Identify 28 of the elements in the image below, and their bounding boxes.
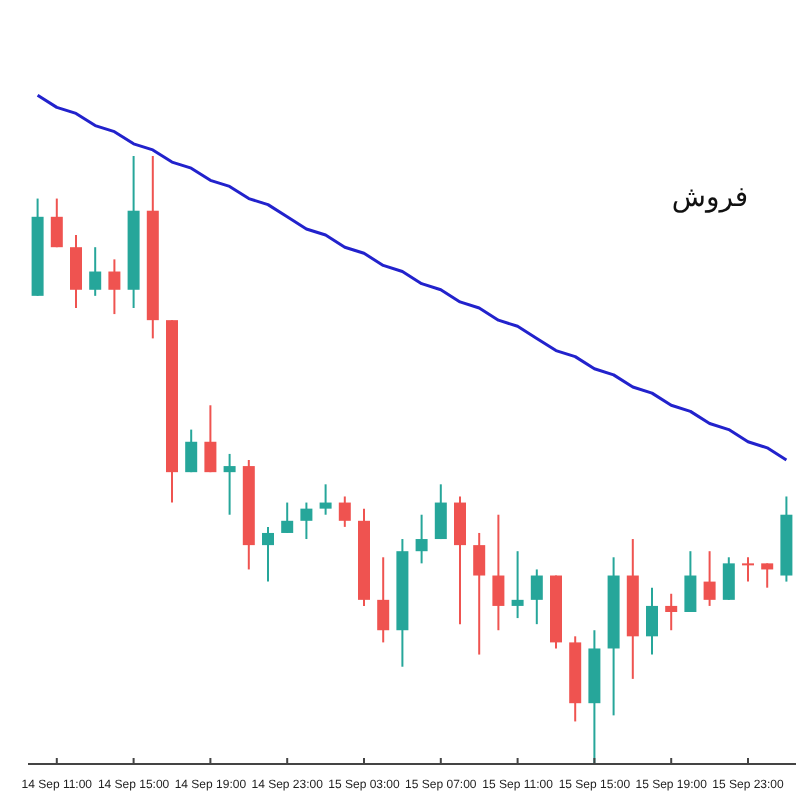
candlestick (108, 258, 121, 316)
candlestick (89, 246, 102, 297)
annotation: فروش (671, 180, 749, 214)
candlestick (70, 234, 82, 309)
candlestick (319, 483, 332, 516)
candlestick (415, 513, 428, 565)
candlestick (473, 531, 486, 656)
candlestick (223, 452, 236, 516)
candlestick (646, 586, 658, 656)
candlestick (204, 404, 217, 474)
candlestick (511, 550, 524, 620)
candlestick (434, 483, 447, 541)
candlestick (530, 568, 543, 626)
candlestick (761, 562, 774, 589)
candlestick (50, 197, 63, 249)
candlestick (338, 495, 351, 528)
candlestick (665, 592, 678, 632)
candlestick (185, 428, 198, 474)
candlestick (262, 525, 274, 583)
candlestick (742, 556, 754, 583)
candlestick (377, 556, 390, 644)
candlestick (492, 513, 505, 632)
candlestick (454, 495, 466, 626)
candlestick (300, 501, 313, 541)
candlestick (281, 501, 294, 534)
candlestick (703, 550, 716, 607)
candlestick (722, 556, 735, 601)
candlestick (684, 550, 697, 613)
